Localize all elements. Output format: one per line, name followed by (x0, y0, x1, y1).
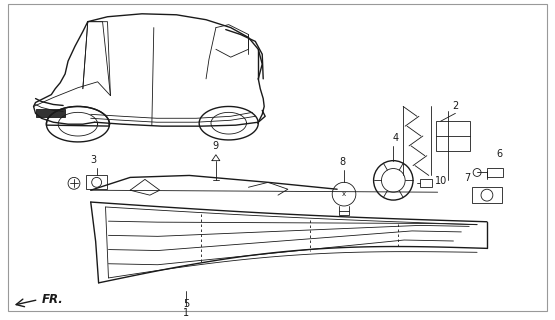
Text: 10: 10 (435, 176, 447, 186)
Bar (420, 180, 432, 187)
Text: 2: 2 (452, 101, 458, 111)
Text: 9: 9 (213, 141, 219, 151)
Text: FR.: FR. (42, 293, 63, 306)
Text: 7: 7 (464, 173, 470, 183)
Text: 3: 3 (90, 155, 97, 164)
Text: 5: 5 (183, 299, 189, 308)
Text: 4: 4 (392, 133, 398, 143)
Bar (472, 187, 502, 203)
Text: 1: 1 (183, 308, 189, 318)
Bar (487, 168, 503, 177)
Text: 6: 6 (497, 149, 503, 159)
Bar (436, 121, 470, 151)
Bar (86, 175, 108, 189)
Text: 8: 8 (339, 156, 345, 167)
Text: x: x (342, 191, 346, 197)
Bar (36, 109, 65, 117)
